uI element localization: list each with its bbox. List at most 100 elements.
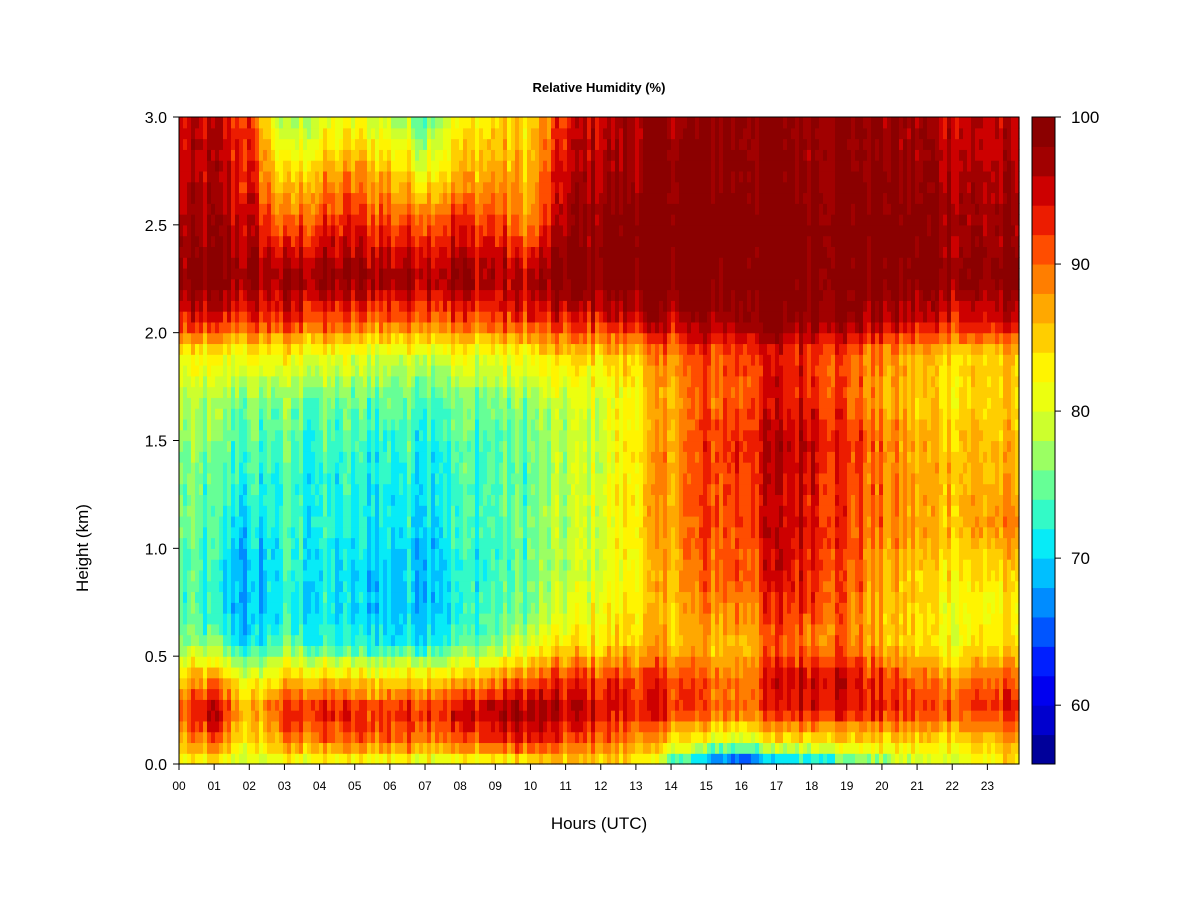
heatmap-cell <box>199 710 204 722</box>
heatmap-cell <box>255 160 260 172</box>
heatmap-cell <box>235 580 240 593</box>
heatmap-cell <box>443 203 448 215</box>
heatmap-cell <box>347 569 352 582</box>
heatmap-cell <box>207 559 212 571</box>
heatmap-cell <box>491 602 496 614</box>
heatmap-cell <box>199 117 204 129</box>
heatmap-cell <box>267 354 272 366</box>
heatmap-cell <box>251 623 256 636</box>
heatmap-cell <box>347 677 352 690</box>
heatmap-cell <box>411 289 416 301</box>
heatmap-cell <box>307 548 312 560</box>
heatmap-cell <box>299 138 304 150</box>
heatmap-cell <box>203 645 208 657</box>
heatmap-cell <box>335 623 340 636</box>
heatmap-cell <box>451 117 456 129</box>
heatmap-cell <box>271 321 276 334</box>
heatmap-cell <box>507 429 512 442</box>
heatmap-cell <box>491 451 496 463</box>
heatmap-cell <box>435 181 440 194</box>
heatmap-cell <box>283 494 288 506</box>
heatmap-cell <box>407 408 412 420</box>
heatmap-cell <box>271 170 276 183</box>
heatmap-cell <box>487 160 492 172</box>
heatmap-cell <box>271 677 276 690</box>
heatmap-cell <box>223 300 228 312</box>
heatmap-cell <box>411 559 416 571</box>
heatmap-cell <box>439 710 444 722</box>
heatmap-cell <box>439 267 444 280</box>
heatmap-cell <box>375 656 380 668</box>
heatmap-cell <box>247 418 252 431</box>
heatmap-cell <box>179 170 184 183</box>
heatmap-cell <box>467 289 472 301</box>
heatmap-cell <box>431 300 436 312</box>
heatmap-cell <box>283 429 288 442</box>
heatmap-cell <box>191 170 196 183</box>
heatmap-cell <box>335 515 340 528</box>
heatmap-cell <box>315 526 320 539</box>
heatmap-cell <box>219 246 224 258</box>
heatmap-cell <box>355 203 360 215</box>
heatmap-cell <box>287 267 292 280</box>
heatmap-cell <box>339 569 344 582</box>
heatmap-cell <box>303 580 308 593</box>
heatmap-cell <box>391 569 396 582</box>
heatmap-cell <box>271 645 276 657</box>
heatmap-cell <box>407 343 412 355</box>
heatmap-cell <box>443 559 448 571</box>
heatmap-cell <box>311 354 316 366</box>
heatmap-cell <box>395 117 400 129</box>
heatmap-cell <box>423 591 428 603</box>
heatmap-cell <box>275 710 280 722</box>
heatmap-cell <box>243 214 248 226</box>
heatmap-cell <box>299 472 304 485</box>
heatmap-cell <box>411 505 416 517</box>
heatmap-cell <box>383 214 388 226</box>
heatmap-cell <box>247 429 252 442</box>
heatmap-cell <box>207 602 212 614</box>
heatmap-cell <box>387 753 392 765</box>
heatmap-cell <box>435 699 440 711</box>
heatmap-cell <box>311 440 316 452</box>
heatmap-cell <box>311 289 316 301</box>
heatmap-cell <box>299 656 304 668</box>
heatmap-cell <box>335 526 340 539</box>
heatmap-cell <box>383 311 388 323</box>
heatmap-cell <box>507 203 512 215</box>
heatmap-cell <box>251 505 256 517</box>
heatmap-cell <box>299 548 304 560</box>
heatmap-cell <box>403 300 408 312</box>
heatmap-cell <box>423 580 428 593</box>
heatmap-cell <box>447 462 452 474</box>
heatmap-cell <box>435 343 440 355</box>
heatmap-cell <box>443 311 448 323</box>
heatmap-cell <box>247 181 252 194</box>
heatmap-cell <box>499 602 504 614</box>
heatmap-cell <box>347 203 352 215</box>
heatmap-cell <box>423 645 428 657</box>
heatmap-cell <box>251 117 256 129</box>
heatmap-cell <box>371 462 376 474</box>
heatmap-cell <box>511 731 516 744</box>
heatmap-cell <box>435 321 440 334</box>
heatmap-cell <box>335 375 340 388</box>
heatmap-cell <box>315 408 320 420</box>
heatmap-cell <box>379 429 384 442</box>
heatmap-cell <box>347 300 352 312</box>
heatmap-cell <box>251 645 256 657</box>
heatmap-cell <box>223 246 228 258</box>
heatmap-cell <box>311 160 316 172</box>
heatmap-cell <box>503 559 508 571</box>
heatmap-cell <box>399 332 404 345</box>
heatmap-cell <box>411 375 416 388</box>
heatmap-cell <box>467 397 472 409</box>
heatmap-cell <box>379 613 384 625</box>
heatmap-cell <box>183 365 188 377</box>
heatmap-cell <box>343 117 348 129</box>
heatmap-cell <box>419 429 424 442</box>
heatmap-cell <box>427 613 432 625</box>
heatmap-cell <box>223 397 228 409</box>
heatmap-cell <box>507 375 512 388</box>
heatmap-cell <box>307 472 312 485</box>
